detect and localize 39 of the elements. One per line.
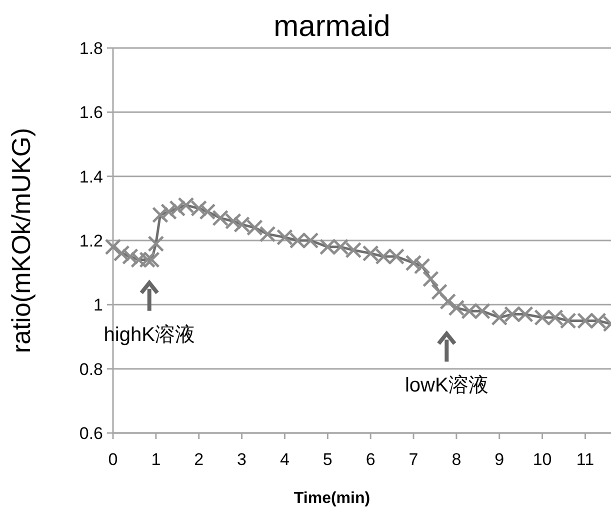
x-tick-label: 2 bbox=[194, 450, 204, 469]
y-tick-label: 1.2 bbox=[79, 231, 103, 250]
x-axis-title: Time(min) bbox=[294, 490, 370, 507]
y-axis-title: ratio(mKOk/mUKG) bbox=[6, 128, 36, 354]
y-tick-label: 0.8 bbox=[79, 360, 103, 379]
x-tick-label: 1 bbox=[151, 450, 161, 469]
point bbox=[152, 206, 168, 224]
point bbox=[422, 270, 439, 288]
y-tick-label: 1.8 bbox=[79, 38, 103, 58]
x-tick-label: 11 bbox=[576, 450, 594, 469]
x-tick-label: 8 bbox=[452, 450, 462, 469]
point bbox=[139, 252, 156, 268]
point bbox=[440, 293, 456, 310]
point bbox=[431, 284, 448, 300]
point bbox=[113, 245, 130, 262]
x-tick-label: 6 bbox=[366, 450, 376, 469]
x-tick-label: 7 bbox=[408, 450, 418, 469]
point bbox=[104, 238, 122, 256]
point bbox=[259, 226, 276, 242]
annotation: lowK溶液 bbox=[404, 374, 488, 397]
x-tick-label: 0 bbox=[108, 450, 118, 469]
y-tick-label: 0.6 bbox=[79, 424, 103, 443]
point bbox=[169, 200, 186, 217]
x-tick-label: 4 bbox=[280, 450, 290, 469]
point bbox=[405, 254, 422, 272]
x-tick-label: 10 bbox=[532, 450, 552, 469]
point bbox=[414, 258, 430, 274]
y-tick-label: 1.4 bbox=[79, 167, 103, 186]
x-tick-label: 3 bbox=[237, 450, 247, 469]
point bbox=[160, 203, 178, 220]
x-tick-label: 9 bbox=[494, 450, 504, 469]
point bbox=[148, 235, 164, 252]
x-tick-label: 5 bbox=[322, 450, 332, 469]
chart-title: marmaid bbox=[274, 10, 390, 43]
point bbox=[199, 203, 216, 220]
y-tick-label: 1.6 bbox=[79, 103, 103, 122]
point bbox=[122, 248, 138, 265]
annotation: highK溶液 bbox=[104, 324, 195, 346]
y-tick-label: 1 bbox=[94, 296, 103, 315]
